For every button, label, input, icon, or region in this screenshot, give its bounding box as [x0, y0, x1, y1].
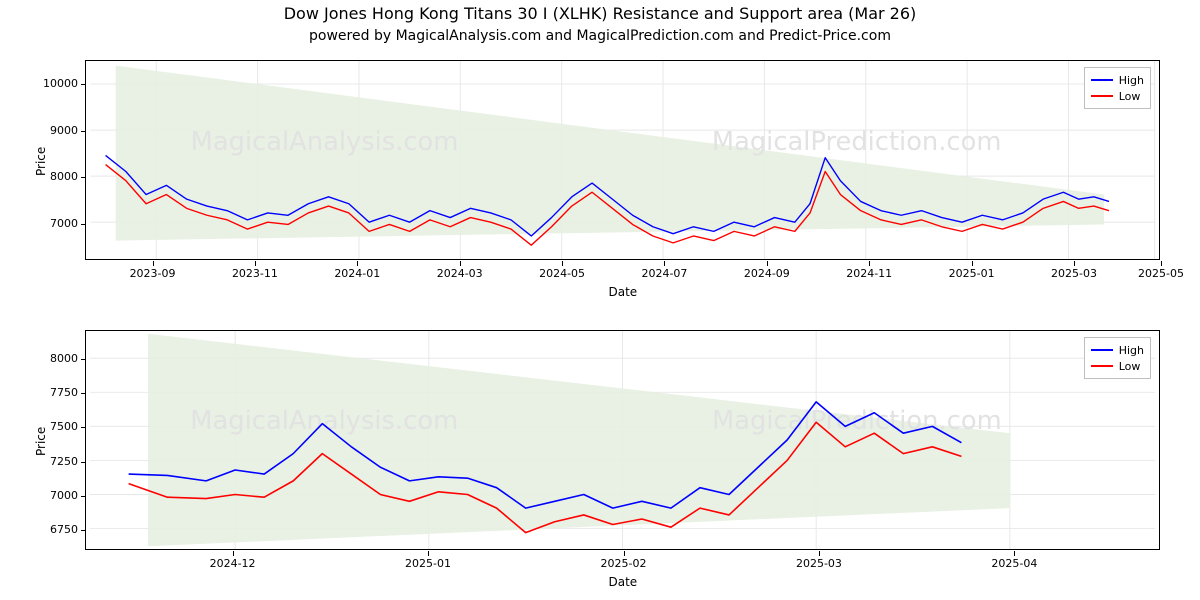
legend-label: Low	[1119, 90, 1141, 103]
legend-label: High	[1119, 74, 1144, 87]
x-tick-label: 2025-01	[949, 267, 995, 280]
plot-area: MagicalAnalysis.comMagicalPrediction.com	[86, 331, 1159, 549]
legend-item: High	[1091, 342, 1144, 358]
x-axis-label: Date	[609, 575, 638, 589]
x-tick-label: 2024-03	[437, 267, 483, 280]
y-tick-label: 10000	[18, 77, 78, 90]
x-tick-label: 2024-11	[846, 267, 892, 280]
y-tick-label: 7000	[18, 217, 78, 230]
legend-item: Low	[1091, 88, 1144, 104]
x-tick-label: 2025-02	[601, 557, 647, 570]
x-tick-label: 2025-05	[1138, 267, 1184, 280]
x-tick-label: 2024-05	[539, 267, 585, 280]
x-tick-label: 2023-09	[130, 267, 176, 280]
chart-title: Dow Jones Hong Kong Titans 30 I (XLHK) R…	[0, 4, 1200, 23]
y-tick-label: 9000	[18, 124, 78, 137]
x-tick-label: 2025-03	[1051, 267, 1097, 280]
watermark: MagicalAnalysis.com	[191, 127, 459, 157]
y-tick-label: 7500	[18, 420, 78, 433]
x-tick-label: 2025-04	[991, 557, 1037, 570]
y-tick-label: 7000	[18, 489, 78, 502]
chart-legend: High Low	[1084, 337, 1151, 379]
chart-subtitle: powered by MagicalAnalysis.com and Magic…	[0, 28, 1200, 44]
legend-label: Low	[1119, 360, 1141, 373]
legend-swatch	[1091, 95, 1113, 97]
x-axis-label: Date	[609, 285, 638, 299]
legend-swatch	[1091, 79, 1113, 81]
legend-swatch	[1091, 365, 1113, 367]
x-tick-label: 2024-01	[334, 267, 380, 280]
y-axis-label: Price	[34, 147, 48, 176]
legend-item: Low	[1091, 358, 1144, 374]
x-tick-label: 2025-03	[796, 557, 842, 570]
chart-legend: High Low	[1084, 67, 1151, 109]
x-tick-label: 2024-12	[210, 557, 256, 570]
plot-area: MagicalAnalysis.com MagicalPrediction.com	[86, 61, 1159, 259]
watermark: MagicalAnalysis.com	[190, 406, 458, 436]
legend-swatch	[1091, 349, 1113, 351]
chart-panel-top: MagicalAnalysis.com MagicalPrediction.com…	[85, 60, 1160, 260]
support-resistance-area	[148, 334, 1010, 547]
x-tick-label: 2023-11	[232, 267, 278, 280]
x-tick-label: 2025-01	[405, 557, 451, 570]
legend-item: High	[1091, 72, 1144, 88]
y-tick-label: 8000	[18, 170, 78, 183]
watermark: MagicalPrediction.com	[712, 127, 1002, 157]
y-tick-label: 6750	[18, 523, 78, 536]
y-tick-label: 7750	[18, 386, 78, 399]
chart-panel-bottom: MagicalAnalysis.comMagicalPrediction.com…	[85, 330, 1160, 550]
figure: Dow Jones Hong Kong Titans 30 I (XLHK) R…	[0, 0, 1200, 600]
y-tick-label: 8000	[18, 352, 78, 365]
legend-label: High	[1119, 344, 1144, 357]
y-axis-label: Price	[34, 427, 48, 456]
x-tick-label: 2024-09	[744, 267, 790, 280]
x-tick-label: 2024-07	[641, 267, 687, 280]
y-tick-label: 7250	[18, 455, 78, 468]
